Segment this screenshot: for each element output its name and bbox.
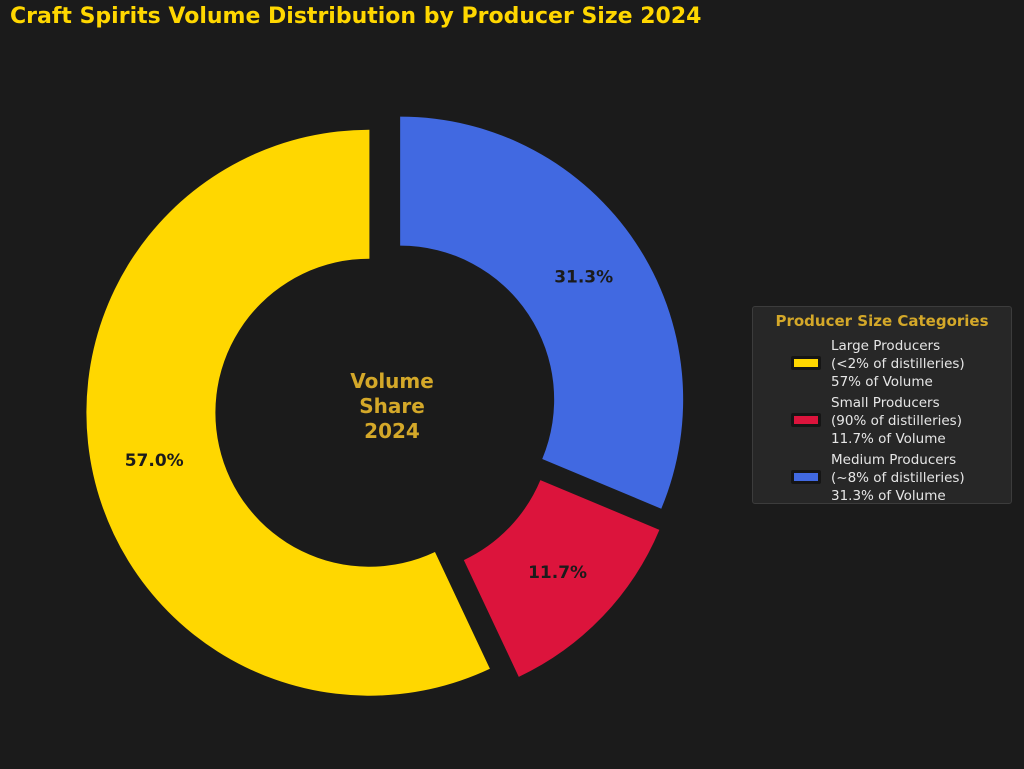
legend-swatch-large xyxy=(791,356,821,370)
slice-value-label: 11.7% xyxy=(528,563,587,583)
donut-slice-medium-producers xyxy=(400,116,684,509)
legend-title: Producer Size Categories xyxy=(775,312,989,330)
donut-slice-small-producers xyxy=(463,480,660,677)
legend-text-small: Small Producers (90% of distilleries) 11… xyxy=(831,394,962,448)
center-label-line: Volume xyxy=(350,369,434,393)
legend-share: (90% of distilleries) xyxy=(831,413,962,429)
legend-share: (<2% of distilleries) xyxy=(831,356,965,372)
legend-text-large: Large Producers (<2% of distilleries) 57… xyxy=(831,337,965,391)
legend-volume: 57% of Volume xyxy=(831,374,933,390)
legend-label: Medium Producers xyxy=(831,452,957,468)
legend-label: Large Producers xyxy=(831,338,941,354)
legend-entry-large: Large Producers (<2% of distilleries) 57… xyxy=(753,337,1011,391)
slice-value-label: 31.3% xyxy=(554,267,613,287)
legend-swatch-medium xyxy=(791,470,821,484)
legend-label: Small Producers xyxy=(831,395,940,411)
slice-value-label: 57.0% xyxy=(125,451,184,471)
center-label-line: Share xyxy=(359,394,425,418)
legend-entry-medium: Medium Producers (~8% of distilleries) 3… xyxy=(753,451,1011,505)
legend-volume: 11.7% of Volume xyxy=(831,431,946,447)
legend-share: (~8% of distilleries) xyxy=(831,470,965,486)
legend-swatch-small xyxy=(791,413,821,427)
center-label-line: 2024 xyxy=(364,419,420,443)
legend-text-medium: Medium Producers (~8% of distilleries) 3… xyxy=(831,451,965,505)
donut-slice-large-producers xyxy=(86,129,490,696)
chart-title: Craft Spirits Volume Distribution by Pro… xyxy=(10,4,702,29)
legend: Producer Size Categories Large Producers… xyxy=(752,306,1012,504)
legend-volume: 31.3% of Volume xyxy=(831,488,946,504)
legend-entry-small: Small Producers (90% of distilleries) 11… xyxy=(753,394,1011,448)
